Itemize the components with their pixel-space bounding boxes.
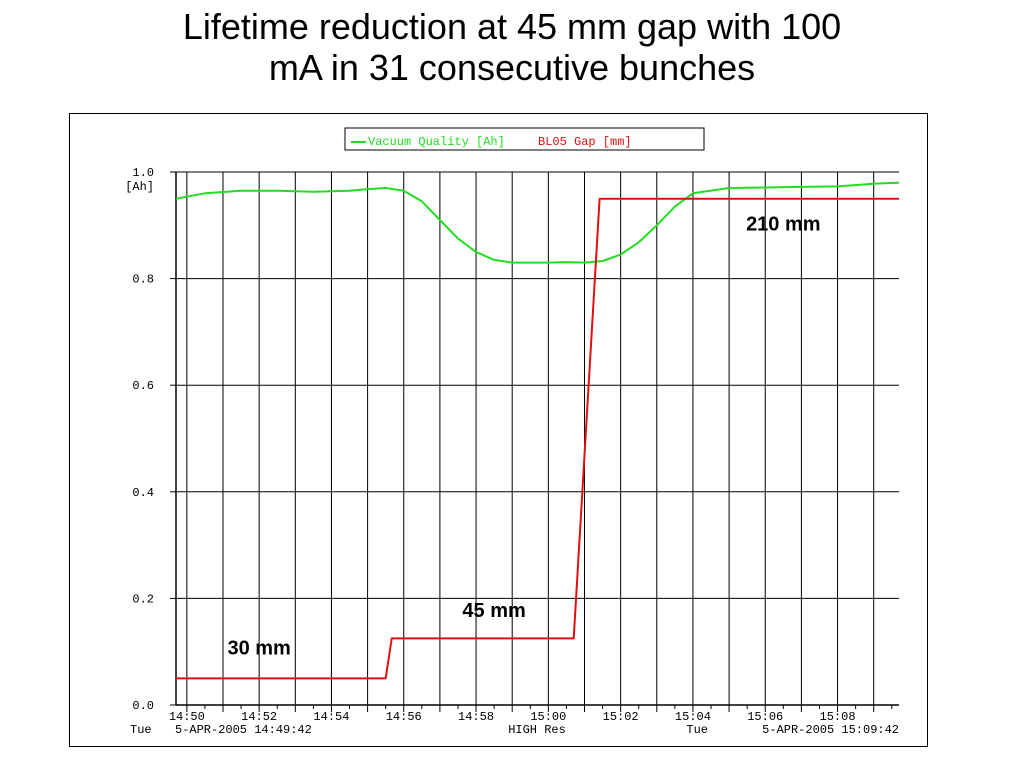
legend-box xyxy=(344,127,705,151)
footer-left-timestamp: 5-APR-2005 14:49:42 xyxy=(175,723,312,737)
x-tick-label: 15:02 xyxy=(603,710,639,724)
slide-title-line-2: mA in 31 consecutive bunches xyxy=(268,47,756,88)
legend-label-bl05-gap: BL05 Gap [mm] xyxy=(538,135,632,149)
footer-left-day: Tue xyxy=(130,723,152,737)
y-tick-label: 0.4 xyxy=(132,486,154,500)
x-tick-label: 14:52 xyxy=(241,710,277,724)
y-tick-label: 0.8 xyxy=(132,273,154,287)
x-tick-label: 14:56 xyxy=(386,710,422,724)
annotation-label: 30 mm xyxy=(227,637,290,659)
slide-title-line-1: Lifetime reduction at 45 mm gap with 100 xyxy=(182,6,842,47)
x-tick-label: 15:04 xyxy=(675,710,711,724)
annotation-label: 45 mm xyxy=(462,600,525,622)
x-tick-label: 14:58 xyxy=(458,710,494,724)
y-tick-label: 0.6 xyxy=(132,379,154,393)
x-tick-label: 14:54 xyxy=(313,710,349,724)
legend-label-vacuum-quality: Vacuum Quality [Ah] xyxy=(368,135,505,149)
x-tick-label: 15:06 xyxy=(747,710,783,724)
x-tick-label: 14:50 xyxy=(169,710,205,724)
x-tick-label: 15:08 xyxy=(820,710,856,724)
chart: 0.0 0.2 0.4 0.6 0.8 1.0[Ah] 14:50 14:52 14:54 14:… xyxy=(125,127,900,737)
series-line-vacuum-quality xyxy=(175,181,900,264)
series-line-bl05-gap xyxy=(176,197,899,680)
slide-title: Lifetime reduction at 45 mm gap with 100… xyxy=(0,6,1024,88)
footer-center-label: HIGH Res xyxy=(508,723,566,737)
footer-right-day: Tue xyxy=(686,723,708,737)
y-tick-label: 0.2 xyxy=(132,592,154,606)
y-axis-label: [Ah] xyxy=(125,180,154,194)
footer-right-timestamp: 5-APR-2005 15:09:42 xyxy=(762,723,899,737)
plot-frame: 0.0 0.2 0.4 0.6 0.8 1.0 [Ah] 14:50 14:52 14:54 14:… xyxy=(69,113,928,747)
x-tick-label: 15:00 xyxy=(530,710,566,724)
y-tick-label: 1.0 xyxy=(132,166,154,180)
y-tick-label: 0.0 xyxy=(132,699,154,713)
annotation-label: 210 mm xyxy=(746,214,821,236)
